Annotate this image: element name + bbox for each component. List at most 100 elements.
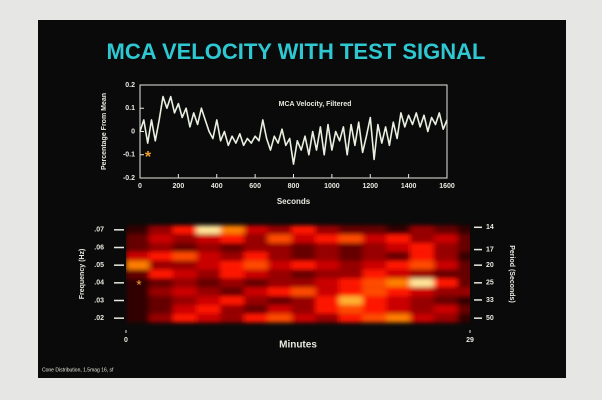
heatmap-cell — [457, 296, 470, 305]
heatmap-cell — [457, 251, 470, 261]
heatmap-cell — [267, 313, 293, 323]
heatmap-cell — [433, 287, 459, 297]
heatmap-cell — [315, 234, 341, 244]
heatmap-cell — [362, 260, 388, 270]
heatmap-cell — [220, 287, 246, 297]
x-tick-label: 0 — [138, 183, 142, 190]
heatmap-cell — [196, 243, 222, 252]
heatmap-cell — [386, 251, 412, 261]
heatmap-cell — [315, 278, 341, 288]
heatmap-cell — [291, 251, 317, 261]
heatmap-cell — [172, 278, 198, 288]
slide-title: MCA VELOCITY WITH TEST SIGNAL — [107, 39, 486, 64]
heatmap-cell — [386, 243, 412, 252]
heatmap-cell — [386, 313, 412, 323]
y-tick-label: 0 — [131, 128, 135, 135]
heatmap-cell — [126, 269, 151, 279]
heatmap-cell — [433, 225, 459, 235]
y-tick-label: 0.1 — [125, 105, 135, 112]
heatmap-cell — [267, 269, 293, 279]
heatmap-cell — [244, 278, 269, 288]
heatmap-cell — [244, 260, 269, 270]
x-tick-label: 0 — [124, 337, 128, 344]
heatmap-cell — [267, 287, 293, 297]
heatmap-cell — [338, 296, 364, 305]
heatmap-cell — [220, 296, 246, 305]
heatmap-cell — [244, 243, 269, 252]
heatmap-cell — [291, 234, 317, 244]
y-tick-label: -0.1 — [123, 152, 135, 159]
heatmap-cell — [338, 269, 364, 279]
heatmap-cell — [172, 225, 198, 235]
heatmap-cell — [362, 296, 388, 305]
heatmap-cell — [457, 243, 470, 252]
heatmap-cell — [315, 251, 341, 261]
heatmap-cell — [315, 313, 341, 323]
heatmap-cell — [267, 251, 293, 261]
heatmap-cell — [220, 243, 246, 252]
heatmap-cell — [410, 296, 436, 305]
heatmap-cell — [149, 313, 175, 323]
heatmap-cell — [315, 225, 341, 235]
heatmap-cell — [291, 287, 317, 297]
heatmap-cell — [362, 251, 388, 261]
heatmap-cell — [433, 243, 459, 252]
heatmap-cell — [410, 234, 436, 244]
heatmap-cell — [172, 243, 198, 252]
y-axis-label: Percentage From Mean — [101, 93, 108, 170]
heatmap-cell — [149, 234, 175, 244]
heatmap-cell — [220, 260, 246, 270]
heatmap-cell — [220, 278, 246, 288]
heatmap-cell — [410, 304, 436, 314]
heatmap-cell — [457, 260, 470, 270]
heatmap-cell — [244, 251, 269, 261]
y-tick-label: .03 — [94, 297, 104, 304]
heatmap-cell — [315, 243, 341, 252]
x-axis-label: Minutes — [279, 340, 317, 351]
heatmap-cell — [386, 225, 412, 235]
heatmap-cell — [126, 243, 151, 252]
heatmap-cell — [362, 225, 388, 235]
heatmap-cell — [433, 234, 459, 244]
x-tick-label: 400 — [211, 183, 223, 190]
heatmap-cell — [220, 269, 246, 279]
heatmap-cell — [433, 313, 459, 323]
annotation-asterisk: * — [136, 277, 142, 293]
signal-line — [139, 95, 448, 165]
heatmap-cell — [172, 313, 198, 323]
x-tick-label: 800 — [288, 183, 300, 190]
x-tick-label: 600 — [249, 183, 261, 190]
heatmap-cells — [126, 225, 470, 323]
heatmap-cell — [338, 278, 364, 288]
heatmap-cell — [291, 225, 317, 235]
heatmap-cell — [457, 234, 470, 244]
y-axis-label: Frequency (Hz) — [79, 249, 86, 300]
heatmap-cell — [433, 251, 459, 261]
heatmap-cell — [338, 304, 364, 314]
heatmap-cell — [410, 225, 436, 235]
y2-tick-label: 50 — [486, 315, 494, 322]
heatmap-cell — [291, 260, 317, 270]
heatmap-cell — [291, 296, 317, 305]
heatmap-cell — [457, 304, 470, 314]
y-tick-label: .06 — [94, 244, 104, 251]
heatmap-cell — [244, 287, 269, 297]
heatmap-cell — [172, 304, 198, 314]
footnote: Cone Distribution, 1.5mag 16, sf — [42, 367, 114, 373]
heatmap-cell — [386, 304, 412, 314]
heatmap-cell — [267, 260, 293, 270]
y2-axis-label: Period (Seconds) — [508, 245, 515, 303]
heatmap-cell — [149, 278, 175, 288]
heatmap-cell — [267, 234, 293, 244]
heatmap-cell — [244, 234, 269, 244]
heatmap-cell — [362, 313, 388, 323]
heatmap-cell — [315, 287, 341, 297]
heatmap-cell — [410, 313, 436, 323]
y-tick-label: .02 — [94, 315, 104, 322]
y-tick-label: .04 — [94, 280, 104, 287]
heatmap-cell — [196, 287, 222, 297]
heatmap-cell — [338, 234, 364, 244]
heatmap-cell — [126, 225, 151, 235]
heatmap-cell — [126, 260, 151, 270]
